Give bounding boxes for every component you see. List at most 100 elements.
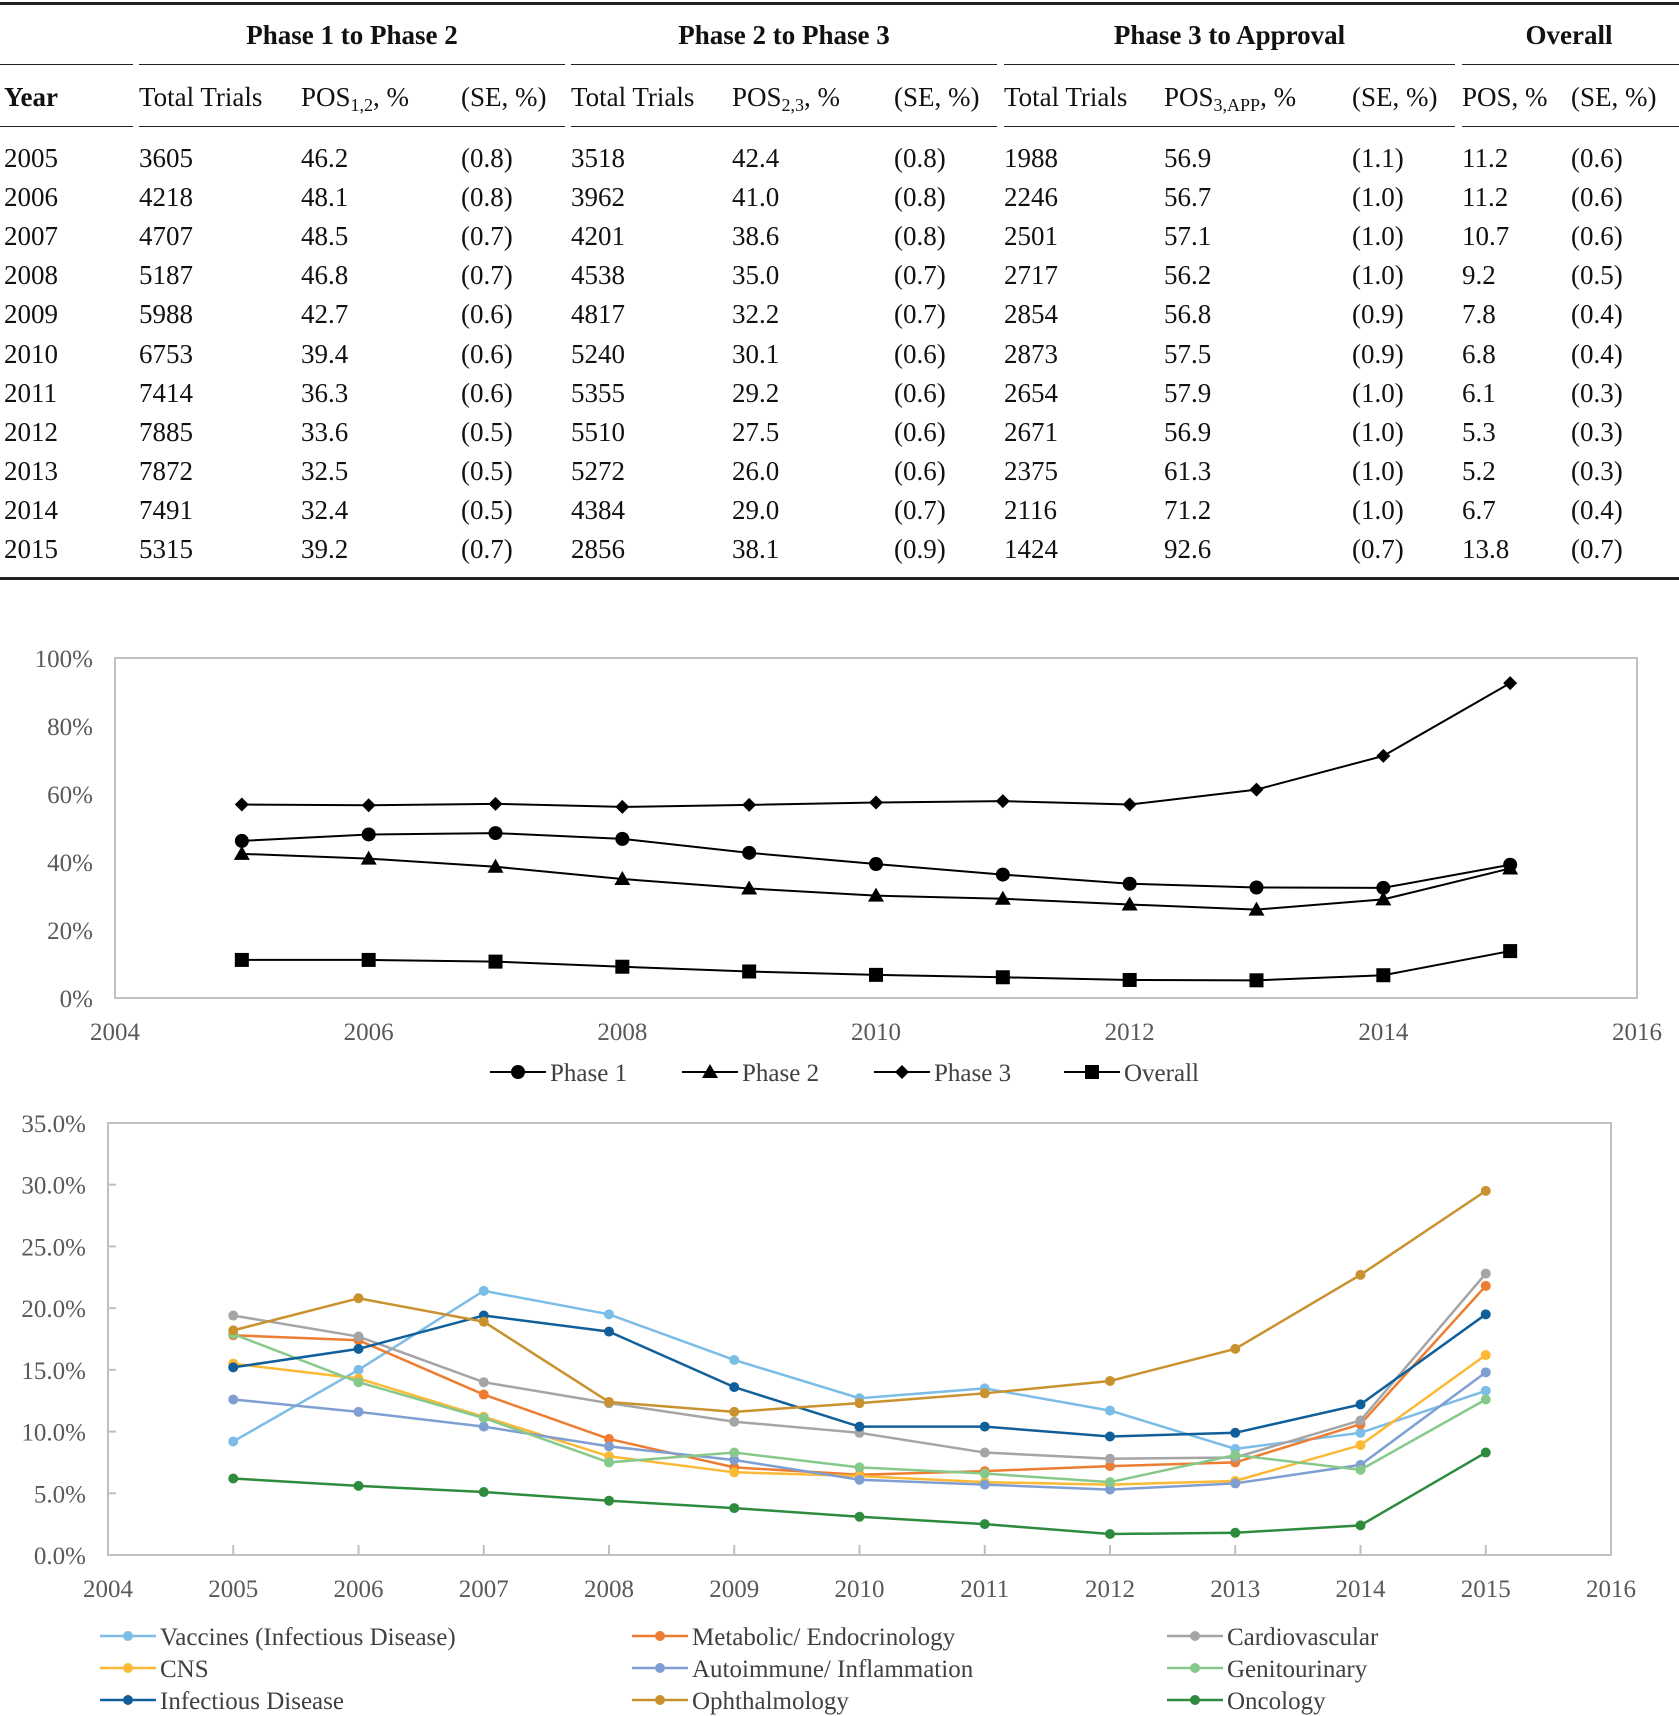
- table-cell: 4707: [139, 221, 193, 252]
- year-cell: 2009: [4, 299, 58, 330]
- table-cell: 29.0: [732, 494, 780, 525]
- table-cell: (1.0): [1352, 221, 1404, 252]
- data-point: [1355, 1440, 1366, 1451]
- data-point: [729, 1454, 740, 1465]
- y-tick-label: 35.0%: [21, 1111, 86, 1138]
- data-point: [478, 1412, 489, 1423]
- x-tick-label: 2010: [835, 1576, 885, 1603]
- data-point: [869, 967, 883, 982]
- group-rule: [0, 64, 133, 65]
- table-cell: (0.9): [1352, 338, 1404, 369]
- data-point: [1480, 1185, 1491, 1196]
- series-genitourinary: [228, 1329, 1491, 1488]
- x-tick-label: 2014: [1358, 1019, 1409, 1046]
- data-point: [854, 1462, 865, 1473]
- header-rule: [571, 126, 997, 127]
- x-tick-label: 2008: [597, 1019, 647, 1046]
- plot-area: [114, 657, 1638, 999]
- legend-label: CNS: [160, 1656, 209, 1683]
- table-cell: 4218: [139, 182, 193, 213]
- data-point: [729, 1406, 740, 1417]
- series-autoimmune-inflammation: [228, 1367, 1491, 1495]
- legend-marker: [1190, 1631, 1200, 1641]
- legend-marker: [123, 1663, 133, 1673]
- data-point: [234, 833, 249, 848]
- year-cell: 2007: [4, 221, 58, 252]
- data-point: [604, 1309, 614, 1320]
- data-point: [1480, 1280, 1491, 1291]
- table-cell: 11.2: [1462, 182, 1509, 213]
- year-cell: 2013: [4, 455, 58, 486]
- table-cell: 57.9: [1164, 377, 1212, 408]
- data-point: [353, 1364, 364, 1375]
- series-overall: [234, 944, 1518, 988]
- table-cell: 35.0: [732, 260, 780, 291]
- series-oncology: [228, 1447, 1491, 1540]
- y-tick-label: 20%: [47, 918, 93, 945]
- data-point: [353, 1293, 364, 1304]
- table-cell: (0.7): [461, 260, 513, 291]
- legend-item: Metabolic/ Endocrinology: [632, 1624, 956, 1651]
- column-header: Total Trials: [1004, 82, 1128, 112]
- data-point: [1105, 1453, 1115, 1464]
- data-point: [1122, 972, 1137, 987]
- data-point: [1480, 1447, 1491, 1458]
- table-cell: 56.2: [1164, 260, 1212, 291]
- legend-marker: [702, 1064, 718, 1078]
- legend-label: Phase 3: [934, 1060, 1011, 1087]
- data-point: [1248, 901, 1265, 916]
- table-cell: (0.7): [1352, 534, 1404, 564]
- table-cell: 5.2: [1462, 455, 1496, 486]
- table-cell: 5272: [571, 455, 625, 486]
- legend-item: Phase 2: [682, 1060, 819, 1087]
- data-point: [478, 1389, 489, 1400]
- data-point: [604, 1326, 614, 1337]
- data-point: [478, 1421, 489, 1432]
- table-cell: (1.0): [1352, 416, 1404, 447]
- table-cell: 42.7: [301, 299, 349, 330]
- table-cell: (0.5): [1571, 260, 1623, 291]
- table-cell: 32.2: [732, 299, 780, 330]
- table-cell: (0.7): [894, 494, 946, 525]
- y-tick-label: 10.0%: [21, 1420, 86, 1447]
- data-point: [228, 1473, 239, 1484]
- data-point: [478, 1285, 489, 1296]
- x-tick-label: 2013: [1210, 1576, 1260, 1603]
- data-point: [1230, 1450, 1241, 1461]
- table-cell: (0.8): [461, 143, 513, 173]
- data-point: [1355, 1427, 1366, 1438]
- table-bottom-rule: [0, 577, 1679, 580]
- data-point: [361, 952, 376, 967]
- year-cell: 2015: [4, 534, 58, 564]
- table-cell: 6.1: [1462, 377, 1496, 408]
- data-point: [478, 1487, 489, 1498]
- data-point: [854, 1511, 865, 1522]
- table-cell: (0.6): [461, 377, 513, 408]
- table-cell: 56.9: [1164, 143, 1212, 173]
- data-point: [604, 1495, 614, 1506]
- data-point: [729, 1382, 740, 1393]
- legend-label: Oncology: [1227, 1688, 1326, 1715]
- table-cell: 2375: [1004, 455, 1058, 486]
- legend-label: Vaccines (Infectious Disease): [160, 1624, 456, 1651]
- table-cell: 30.1: [732, 338, 780, 369]
- table-cell: 2501: [1004, 221, 1058, 252]
- x-tick-label: 2010: [851, 1019, 901, 1046]
- data-point: [488, 826, 503, 841]
- legend-label: Autoimmune/ Inflammation: [692, 1656, 974, 1683]
- year-cell: 2011: [4, 377, 57, 408]
- table-cell: 56.7: [1164, 182, 1212, 213]
- data-point: [488, 954, 503, 969]
- legend-marker: [1085, 1065, 1099, 1079]
- legend-marker: [655, 1631, 665, 1641]
- table-cell: 4384: [571, 494, 625, 525]
- data-point: [353, 1480, 364, 1491]
- table-cell: 3518: [571, 143, 625, 173]
- data-point: [854, 1421, 865, 1432]
- data-point: [353, 1331, 364, 1342]
- data-point: [487, 858, 504, 873]
- y-tick-label: 5.0%: [34, 1481, 86, 1508]
- series-line: [241, 682, 1511, 808]
- table-cell: 6.8: [1462, 338, 1496, 369]
- legend-marker: [1190, 1695, 1200, 1705]
